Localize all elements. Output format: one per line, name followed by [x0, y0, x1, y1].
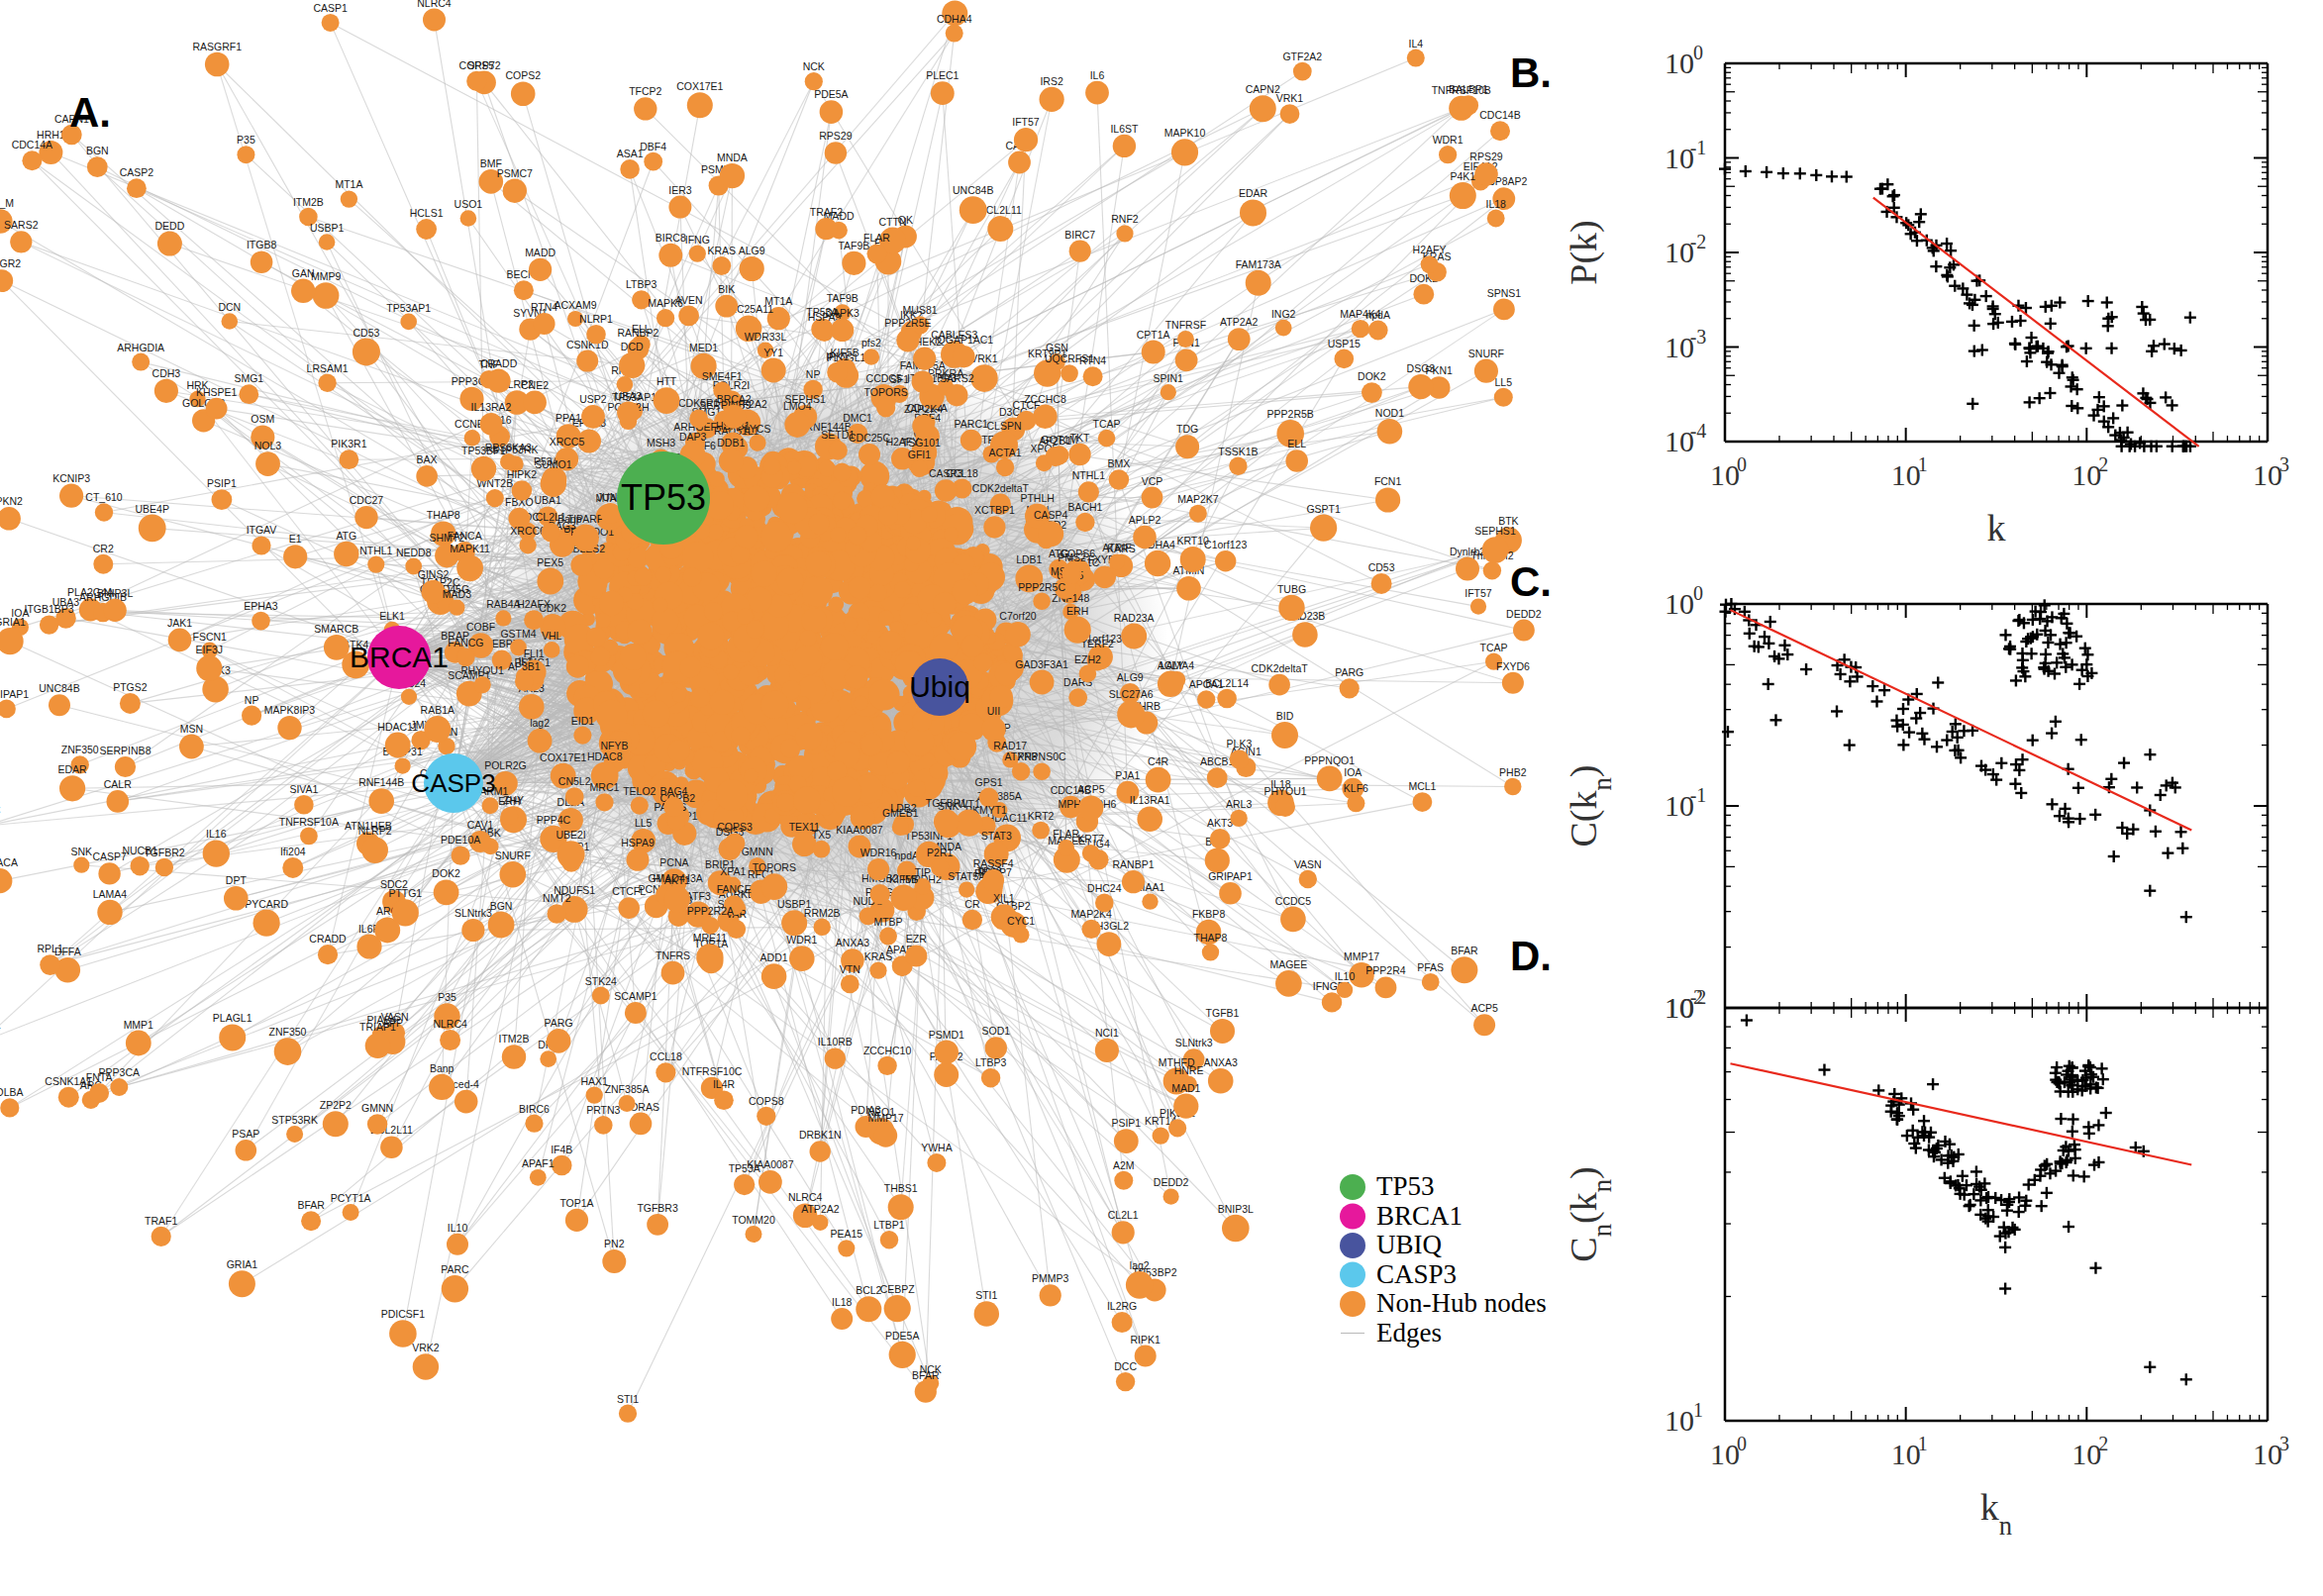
svg-text:10: 10 — [1891, 1438, 1921, 1470]
svg-text:10: 10 — [2071, 1438, 2101, 1470]
svg-text:-2: -2 — [1690, 231, 1707, 252]
svg-text:-3: -3 — [1690, 326, 1707, 348]
svg-text:-1: -1 — [1690, 137, 1707, 158]
svg-text:0: 0 — [1693, 582, 1703, 604]
svg-text:10: 10 — [1665, 1404, 1694, 1437]
svg-text:3: 3 — [2279, 453, 2289, 475]
svg-text:10: 10 — [1710, 458, 1740, 491]
svg-text:-4: -4 — [1690, 420, 1707, 442]
svg-text:10: 10 — [2253, 1438, 2282, 1470]
svg-text:10: 10 — [1710, 1438, 1740, 1470]
svg-text:2: 2 — [2098, 453, 2108, 475]
svg-text:0: 0 — [1693, 42, 1703, 63]
svg-text:1: 1 — [1918, 453, 1928, 475]
svg-text:10: 10 — [2071, 458, 2101, 491]
svg-text:0: 0 — [1737, 1433, 1747, 1454]
svg-text:2: 2 — [2098, 1433, 2108, 1454]
svg-text:kn: kn — [1980, 1486, 2012, 1541]
svg-text:C(kn): C(kn) — [1563, 765, 1617, 848]
svg-text:10: 10 — [1665, 991, 1694, 1024]
svg-text:10: 10 — [1665, 587, 1694, 620]
svg-text:P(k): P(k) — [1563, 220, 1605, 284]
svg-text:-1: -1 — [1690, 784, 1707, 806]
svg-text:2: 2 — [1693, 986, 1703, 1008]
svg-text:0: 0 — [1737, 453, 1747, 475]
svg-text:1: 1 — [1918, 1433, 1928, 1454]
svg-text:3: 3 — [2279, 1433, 2289, 1454]
svg-text:10: 10 — [1891, 458, 1921, 491]
svg-text:1: 1 — [1693, 1399, 1703, 1421]
svg-text:Cn(kn): Cn(kn) — [1563, 1166, 1617, 1261]
svg-text:10: 10 — [1665, 47, 1694, 79]
svg-text:k: k — [1987, 507, 2006, 549]
svg-text:10: 10 — [2253, 458, 2282, 491]
